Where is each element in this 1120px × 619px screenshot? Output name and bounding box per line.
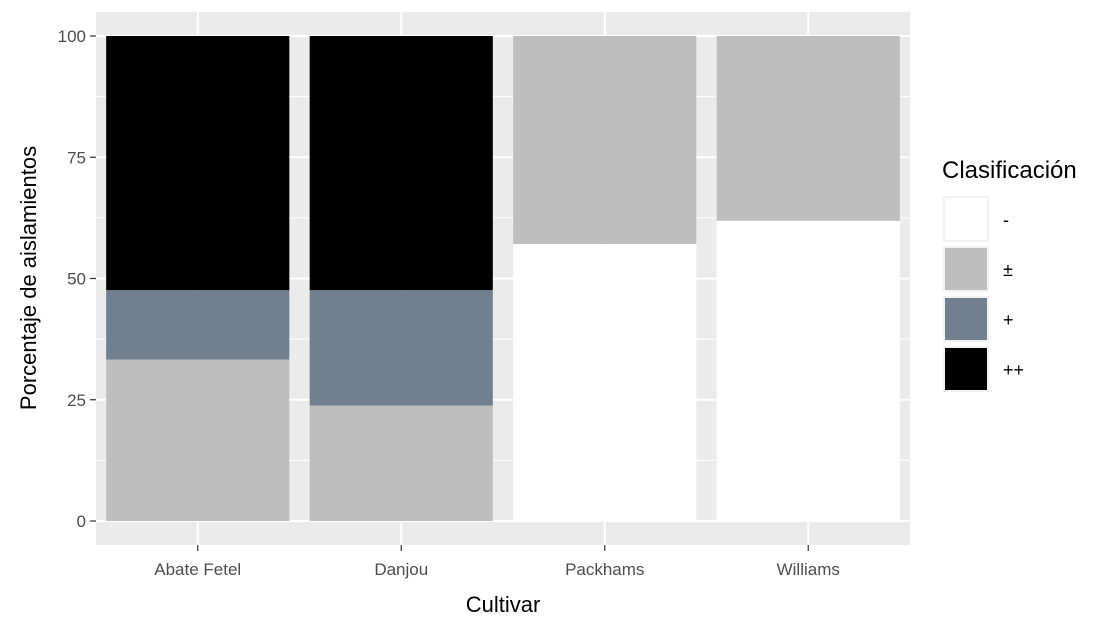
- bar-segment: [309, 36, 493, 291]
- legend-label: +: [1003, 310, 1014, 330]
- y-tick-label: 100: [58, 27, 86, 46]
- legend-label: ±: [1003, 260, 1013, 280]
- legend-key-swatch: [945, 298, 987, 340]
- legend-label: ++: [1003, 360, 1024, 380]
- x-tick-label: Abate Fetel: [154, 560, 241, 579]
- bar-segment: [309, 405, 493, 521]
- y-axis-title: Porcentaje de aislamientos: [16, 146, 41, 410]
- legend-key-swatch: [945, 348, 987, 390]
- bar-segment: [309, 290, 493, 406]
- bar-segment: [716, 220, 900, 521]
- legend-title: Clasificación: [942, 157, 1077, 184]
- x-axis: Abate Fetel Danjou Packhams Williams: [154, 545, 840, 579]
- bars: [106, 36, 900, 521]
- x-tick-label: Williams: [777, 560, 840, 579]
- legend-label: -: [1003, 210, 1009, 230]
- bar-segment: [716, 36, 900, 221]
- bar-segment: [106, 290, 290, 360]
- legend-key-swatch: [945, 248, 987, 290]
- x-tick-label: Packhams: [565, 560, 644, 579]
- bar-segment: [513, 36, 697, 245]
- bar-segment: [513, 244, 697, 521]
- y-axis: 0 25 50 75 100: [58, 27, 96, 531]
- legend: Clasificación -±+++: [942, 157, 1077, 392]
- y-tick-label: 25: [67, 391, 86, 410]
- x-axis-title: Cultivar: [466, 592, 541, 617]
- legend-key-swatch: [945, 198, 987, 240]
- bar-segment: [106, 359, 290, 521]
- x-tick-label: Danjou: [374, 560, 428, 579]
- y-tick-label: 50: [67, 270, 86, 289]
- y-tick-label: 75: [67, 148, 86, 167]
- bar-segment: [106, 36, 290, 291]
- y-tick-label: 0: [77, 512, 86, 531]
